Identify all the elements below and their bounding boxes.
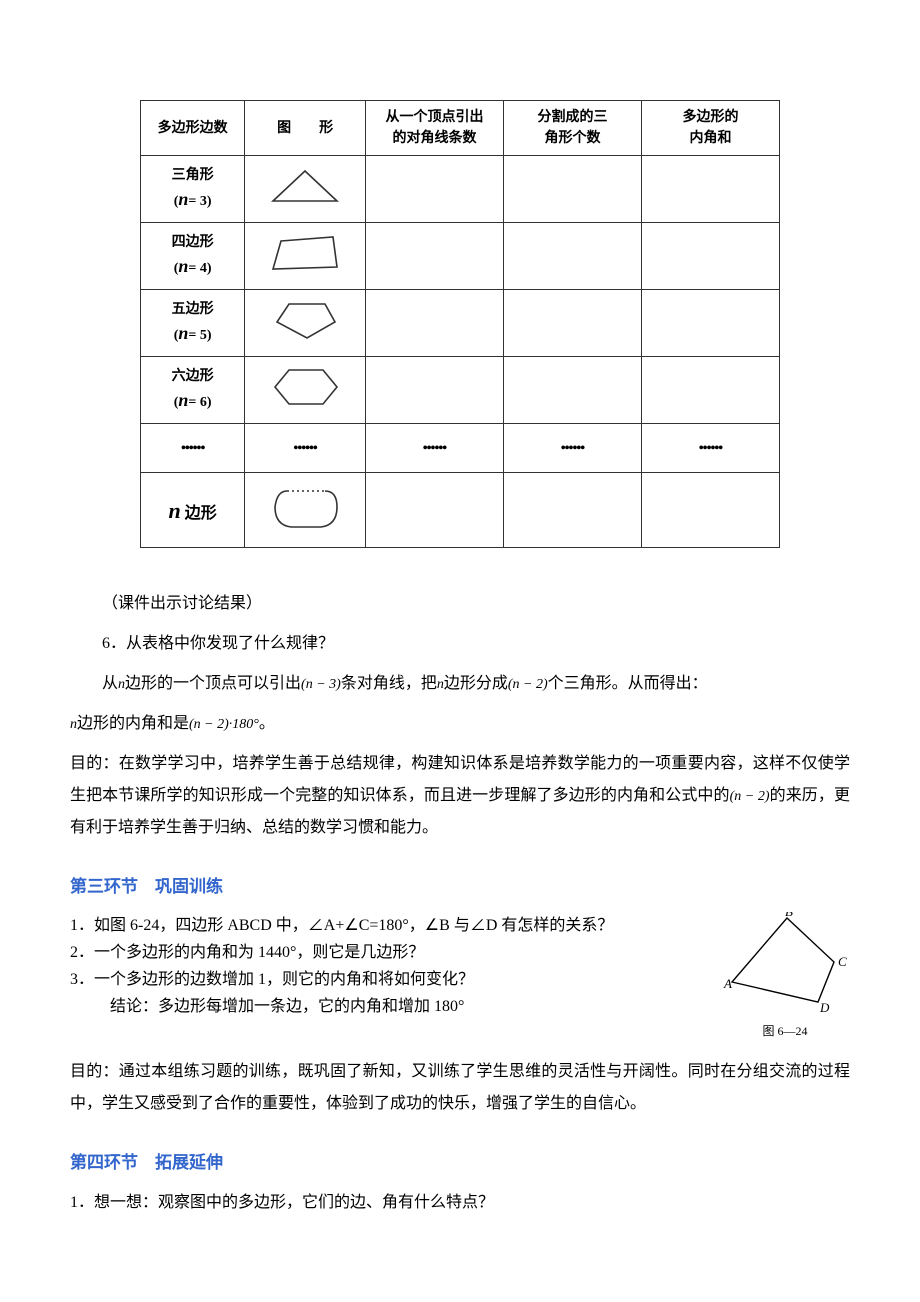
- cell-tri-hexagon: [503, 357, 641, 424]
- shape-n: (n= 5): [145, 320, 240, 347]
- shape-name: 四边形: [172, 235, 214, 250]
- cell-tri-quad: [503, 223, 641, 290]
- page-container: 多边形边数 图 形 从一个顶点引出 的对角线条数 分割成的三 角形个数 多边形的…: [0, 0, 920, 1287]
- cell-ellipsis-2: ••••••: [245, 424, 366, 473]
- shape-name: 三角形: [172, 168, 214, 183]
- polygon-table: 多边形边数 图 形 从一个顶点引出 的对角线条数 分割成的三 角形个数 多边形的…: [140, 100, 780, 548]
- cell-label-ngon: n 边形: [141, 473, 245, 548]
- figure-caption: 图 6—24: [720, 1022, 850, 1040]
- table-row-ellipsis: •••••• •••••• •••••• •••••• ••••••: [141, 424, 780, 473]
- section4-heading: 第四环节 拓展延伸: [70, 1150, 850, 1176]
- table-row-triangle: 三角形 (n= 3): [141, 156, 780, 223]
- cell-shape-ngon: [245, 473, 366, 548]
- cell-tri-triangle: [503, 156, 641, 223]
- cell-ellipsis-5: ••••••: [641, 424, 779, 473]
- cell-label-triangle: 三角形 (n= 3): [141, 156, 245, 223]
- quad-icon: [267, 233, 343, 273]
- hexagon-icon: [267, 365, 343, 409]
- section3-heading: 第三环节 巩固训练: [70, 874, 850, 900]
- table-row-hexagon: 六边形 (n= 6): [141, 357, 780, 424]
- cell-label-quad: 四边形 (n= 4): [141, 223, 245, 290]
- rule-paragraph-2: n边形的内角和是(n − 2)·180°。: [70, 708, 850, 740]
- cell-tri-pentagon: [503, 290, 641, 357]
- cell-ellipsis-3: ••••••: [365, 424, 503, 473]
- cell-diag-quad: [365, 223, 503, 290]
- cell-diag-hexagon: [365, 357, 503, 424]
- cell-sum-pentagon: [641, 290, 779, 357]
- section4-q1: 1．想一想：观察图中的多边形，它们的边、角有什么特点？: [70, 1187, 850, 1219]
- cell-diag-triangle: [365, 156, 503, 223]
- vertex-c-label: C: [838, 954, 847, 969]
- table-row-ngon: n 边形: [141, 473, 780, 548]
- shape-n: (n= 3): [145, 186, 240, 213]
- shape-name: 五边形: [172, 302, 214, 317]
- cell-tri-ngon: [503, 473, 641, 548]
- cell-diag-pentagon: [365, 290, 503, 357]
- shape-name: 六边形: [172, 369, 214, 384]
- shape-n: (n= 6): [145, 387, 240, 414]
- cell-ellipsis-4: ••••••: [503, 424, 641, 473]
- shape-n: (n= 4): [145, 253, 240, 280]
- vertex-a-label: A: [723, 976, 732, 991]
- pentagon-icon: [267, 298, 343, 342]
- cell-label-pentagon: 五边形 (n= 5): [141, 290, 245, 357]
- purpose-1: 目的：在数学学习中，培养学生善于总结规律，构建知识体系是培养数学能力的一项重要内…: [70, 748, 850, 844]
- question-6: 6．从表格中你发现了什么规律？: [70, 628, 850, 660]
- vertex-d-label: D: [819, 1000, 830, 1012]
- col-header-diagonals: 从一个顶点引出 的对角线条数: [365, 101, 503, 156]
- triangle-icon: [267, 166, 343, 206]
- col-header-anglesum: 多边形的 内角和: [641, 101, 779, 156]
- cell-sum-ngon: [641, 473, 779, 548]
- col-header-sides: 多边形边数: [141, 101, 245, 156]
- quadrilateral-abcd-icon: A B C D: [722, 912, 848, 1012]
- cell-diag-ngon: [365, 473, 503, 548]
- cell-shape-triangle: [245, 156, 366, 223]
- cell-sum-triangle: [641, 156, 779, 223]
- cell-sum-hexagon: [641, 357, 779, 424]
- note-courseware: （课件出示讨论结果）: [70, 588, 850, 620]
- cell-shape-quad: [245, 223, 366, 290]
- table-row-pentagon: 五边形 (n= 5): [141, 290, 780, 357]
- ngon-icon: [267, 483, 343, 531]
- cell-ellipsis-1: ••••••: [141, 424, 245, 473]
- table-row-quad: 四边形 (n= 4): [141, 223, 780, 290]
- section3-purpose: 目的：通过本组练习题的训练，既巩固了新知，又训练了学生思维的灵活性与开阔性。同时…: [70, 1056, 850, 1120]
- rule-paragraph-1: 从n边形的一个顶点可以引出(n − 3)条对角线，把n边形分成(n − 2)个三…: [70, 668, 850, 700]
- col-header-triangles: 分割成的三 角形个数: [503, 101, 641, 156]
- cell-sum-quad: [641, 223, 779, 290]
- cell-shape-hexagon: [245, 357, 366, 424]
- vertex-b-label: B: [785, 912, 793, 919]
- figure-6-24: A B C D 图 6—24: [720, 912, 850, 1040]
- cell-shape-pentagon: [245, 290, 366, 357]
- table-header-row: 多边形边数 图 形 从一个顶点引出 的对角线条数 分割成的三 角形个数 多边形的…: [141, 101, 780, 156]
- cell-label-hexagon: 六边形 (n= 6): [141, 357, 245, 424]
- col-header-shape: 图 形: [245, 101, 366, 156]
